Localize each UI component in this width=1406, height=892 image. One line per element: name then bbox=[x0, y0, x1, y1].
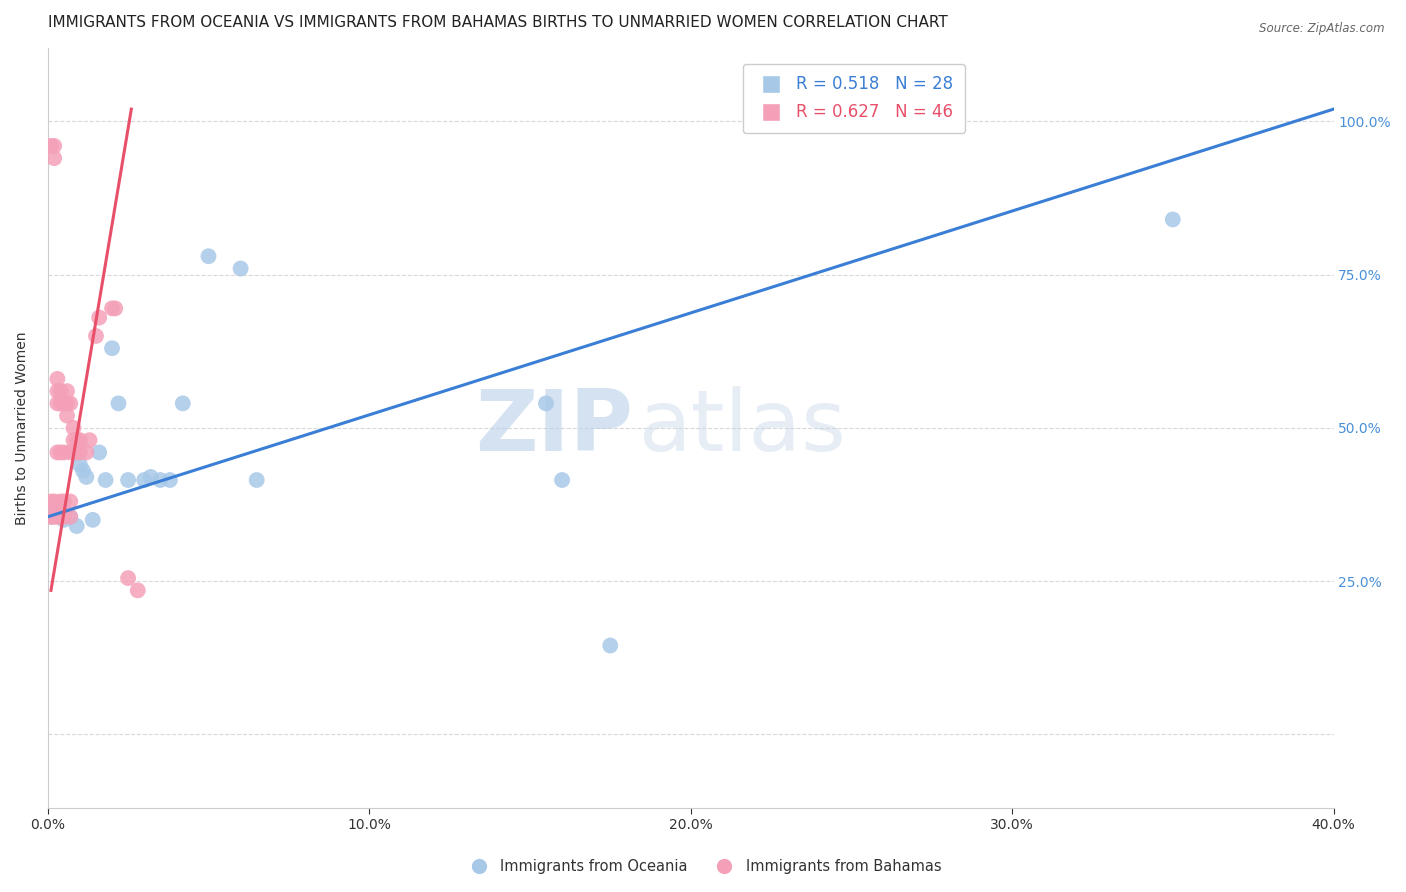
Point bbox=[62, 433, 84, 447]
Point bbox=[44, 494, 66, 508]
Point bbox=[46, 372, 69, 386]
Point bbox=[84, 329, 107, 343]
Point bbox=[197, 249, 219, 263]
Point bbox=[62, 421, 84, 435]
Point bbox=[101, 301, 124, 316]
Point bbox=[46, 396, 69, 410]
Point bbox=[69, 458, 91, 472]
Point bbox=[56, 396, 79, 410]
Point bbox=[44, 509, 66, 524]
Point bbox=[69, 445, 91, 459]
Point bbox=[246, 473, 269, 487]
Point bbox=[104, 301, 127, 316]
Point bbox=[69, 433, 91, 447]
Point bbox=[44, 139, 66, 153]
Point bbox=[52, 513, 75, 527]
Point bbox=[39, 139, 62, 153]
Point bbox=[127, 583, 149, 598]
Point bbox=[75, 470, 97, 484]
Point bbox=[39, 509, 62, 524]
Text: atlas: atlas bbox=[640, 386, 848, 469]
Point bbox=[72, 464, 94, 478]
Point bbox=[101, 341, 124, 355]
Point bbox=[75, 445, 97, 459]
Point bbox=[46, 384, 69, 398]
Point bbox=[52, 396, 75, 410]
Legend: Immigrants from Oceania, Immigrants from Bahamas: Immigrants from Oceania, Immigrants from… bbox=[458, 854, 948, 880]
Point bbox=[59, 509, 82, 524]
Point bbox=[44, 507, 66, 521]
Point bbox=[89, 445, 111, 459]
Point bbox=[66, 519, 89, 533]
Point bbox=[46, 445, 69, 459]
Text: IMMIGRANTS FROM OCEANIA VS IMMIGRANTS FROM BAHAMAS BIRTHS TO UNMARRIED WOMEN COR: IMMIGRANTS FROM OCEANIA VS IMMIGRANTS FR… bbox=[48, 15, 948, 30]
Point bbox=[39, 509, 62, 524]
Point bbox=[49, 509, 72, 524]
Point bbox=[52, 494, 75, 508]
Point bbox=[94, 473, 117, 487]
Point bbox=[117, 473, 139, 487]
Point bbox=[551, 473, 574, 487]
Point bbox=[44, 151, 66, 165]
Point bbox=[49, 507, 72, 521]
Point bbox=[66, 433, 89, 447]
Point bbox=[599, 639, 621, 653]
Point bbox=[49, 507, 72, 521]
Point bbox=[46, 507, 69, 521]
Point bbox=[139, 470, 162, 484]
Point bbox=[82, 513, 104, 527]
Text: Source: ZipAtlas.com: Source: ZipAtlas.com bbox=[1260, 22, 1385, 36]
Point bbox=[59, 396, 82, 410]
Point bbox=[52, 509, 75, 524]
Point bbox=[107, 396, 129, 410]
Point bbox=[59, 445, 82, 459]
Point bbox=[46, 509, 69, 524]
Point bbox=[229, 261, 252, 276]
Point bbox=[172, 396, 194, 410]
Point bbox=[134, 473, 156, 487]
Point bbox=[52, 445, 75, 459]
Point bbox=[79, 433, 101, 447]
Point bbox=[56, 409, 79, 423]
Text: ZIP: ZIP bbox=[475, 386, 633, 469]
Point bbox=[49, 396, 72, 410]
Y-axis label: Births to Unmarried Women: Births to Unmarried Women bbox=[15, 331, 30, 524]
Point bbox=[149, 473, 172, 487]
Point bbox=[49, 494, 72, 508]
Point bbox=[46, 500, 69, 515]
Point bbox=[534, 396, 557, 410]
Point bbox=[59, 494, 82, 508]
Point bbox=[52, 507, 75, 521]
Point bbox=[56, 384, 79, 398]
Point bbox=[39, 494, 62, 508]
Point bbox=[159, 473, 181, 487]
Point bbox=[89, 310, 111, 325]
Point bbox=[49, 384, 72, 398]
Point bbox=[49, 445, 72, 459]
Point bbox=[59, 509, 82, 524]
Point bbox=[1161, 212, 1184, 227]
Point bbox=[66, 445, 89, 459]
Point bbox=[117, 571, 139, 585]
Point bbox=[46, 500, 69, 515]
Legend: R = 0.518   N = 28, R = 0.627   N = 46: R = 0.518 N = 28, R = 0.627 N = 46 bbox=[742, 63, 965, 133]
